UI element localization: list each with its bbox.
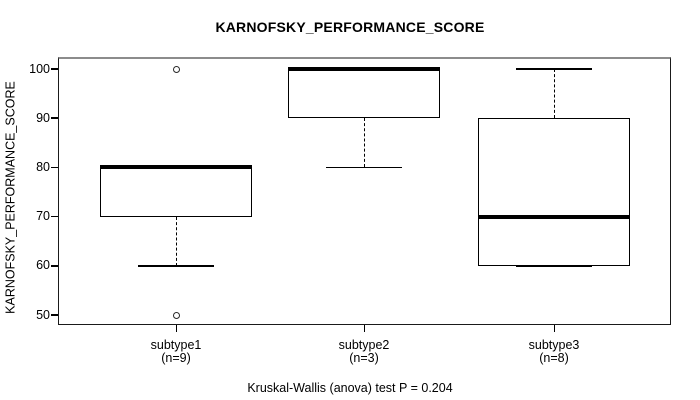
whisker-cap-lower xyxy=(326,166,402,169)
box-iqr xyxy=(100,167,252,217)
y-tick-mark xyxy=(51,166,58,169)
group-n-label: (n=8) xyxy=(539,351,569,365)
median-line xyxy=(478,214,630,219)
x-tick-mark xyxy=(175,325,177,332)
whisker-cap-lower xyxy=(138,265,214,267)
group-n-label: (n=9) xyxy=(161,351,191,365)
group-name-label: subtype3 xyxy=(528,338,580,352)
stat-test-caption: Kruskal-Wallis (anova) test P = 0.204 xyxy=(247,381,453,395)
x-tick-mark xyxy=(363,325,365,332)
group-name-label: subtype1 xyxy=(150,338,202,352)
whisker-cap-upper xyxy=(516,68,592,70)
y-tick-label: 70 xyxy=(36,209,50,224)
median-line xyxy=(100,165,252,170)
x-tick-mark xyxy=(553,325,555,332)
x-group-label: subtype3 (n=8) xyxy=(484,339,624,365)
plot-frame xyxy=(58,57,671,325)
whisker-upper xyxy=(553,69,555,119)
y-tick-label: 50 xyxy=(36,307,50,322)
y-tick-mark xyxy=(51,265,58,267)
outlier-point xyxy=(172,65,180,73)
y-tick-mark xyxy=(51,68,58,70)
y-tick-label: 60 xyxy=(36,258,50,273)
box-iqr xyxy=(478,118,630,266)
y-tick-mark xyxy=(51,314,58,316)
box-iqr xyxy=(288,69,440,119)
outlier-point xyxy=(172,311,180,319)
y-tick-mark xyxy=(51,117,58,119)
y-tick-label: 90 xyxy=(36,110,50,125)
whisker-lower xyxy=(363,118,365,168)
whisker-cap-lower xyxy=(516,265,592,267)
plot-area: 50 60 70 80 90 100 subtype1 (n=9) subtype2 (n=3) s… xyxy=(29,57,671,365)
whisker-lower xyxy=(175,216,177,266)
chart-title: KARNOFSKY_PERFORMANCE_SCORE xyxy=(215,19,485,35)
median-line xyxy=(288,67,440,71)
x-group-label: subtype2 (n=3) xyxy=(294,339,434,365)
group-n-label: (n=3) xyxy=(349,351,379,365)
group-name-label: subtype2 xyxy=(338,338,390,352)
y-tick-label: 100 xyxy=(29,61,50,76)
x-group-label: subtype1 (n=9) xyxy=(106,339,246,365)
y-tick-mark xyxy=(51,215,58,218)
y-tick-label: 80 xyxy=(36,159,50,174)
